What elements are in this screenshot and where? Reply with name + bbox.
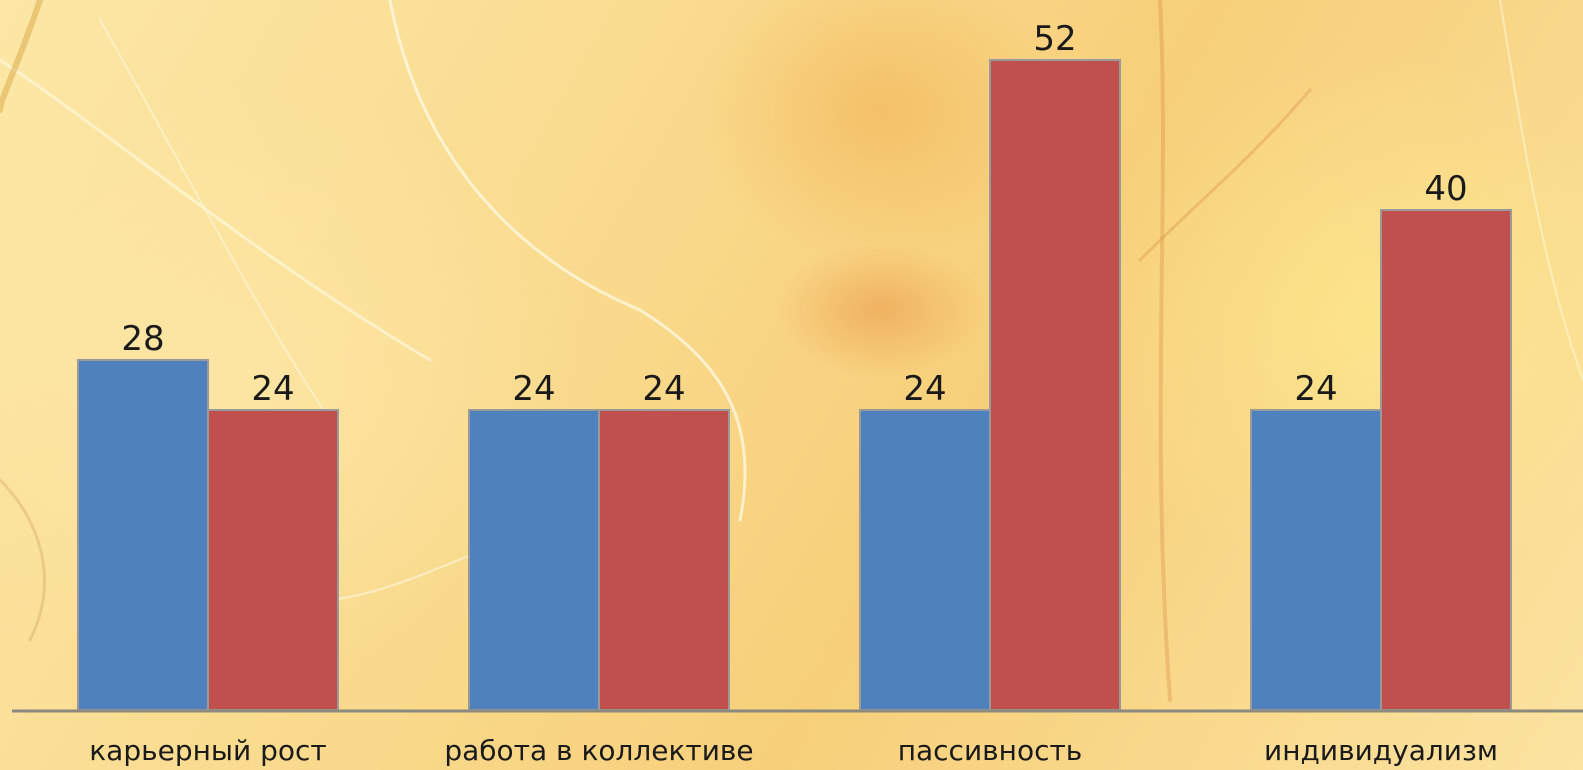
bar-series2-cat4 bbox=[1380, 209, 1512, 711]
bar-series2-cat1 bbox=[207, 409, 339, 711]
bar-series1-cat3 bbox=[859, 409, 991, 711]
data-label-series1-cat2: 24 bbox=[512, 369, 555, 409]
bar-series1-cat1 bbox=[77, 359, 209, 711]
data-labels-group: 28 24 24 24 24 52 24 40 bbox=[121, 19, 1467, 409]
bar-series1-cat4 bbox=[1250, 409, 1382, 711]
bar-series2-cat2 bbox=[598, 409, 730, 711]
bars-group bbox=[77, 59, 1512, 711]
data-label-series2-cat4: 40 bbox=[1424, 169, 1467, 209]
data-label-series2-cat1: 24 bbox=[251, 369, 294, 409]
data-label-series1-cat4: 24 bbox=[1294, 369, 1337, 409]
category-label-3: пассивность bbox=[898, 734, 1083, 767]
bar-series2-cat3 bbox=[989, 59, 1121, 711]
category-label-2: работа в коллективе bbox=[444, 734, 753, 767]
bar-series1-cat2 bbox=[468, 409, 600, 711]
background-decoration bbox=[0, 0, 1583, 702]
data-label-series1-cat3: 24 bbox=[903, 369, 946, 409]
category-label-1: карьерный рост bbox=[89, 734, 326, 767]
category-labels-group: карьерный рост работа в коллективе пассивн… bbox=[89, 734, 1498, 767]
data-label-series1-cat1: 28 bbox=[121, 319, 164, 359]
data-label-series2-cat3: 52 bbox=[1033, 19, 1076, 59]
category-label-4: индивидуализм bbox=[1264, 734, 1498, 767]
data-label-series2-cat2: 24 bbox=[642, 369, 685, 409]
